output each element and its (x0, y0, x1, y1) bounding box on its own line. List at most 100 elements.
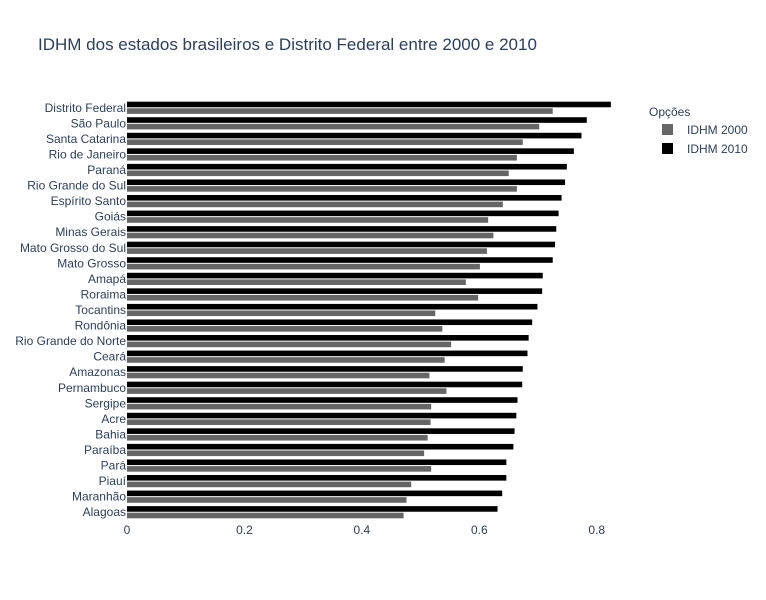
bar-2000-piaui[interactable] (127, 481, 412, 488)
legend-swatch (662, 124, 673, 135)
bar-2010-rondonia[interactable] (127, 319, 533, 326)
bar-2010-ceara[interactable] (127, 350, 528, 357)
bar-2010-minas-gerais[interactable] (127, 226, 557, 232)
bar-2010-roraima[interactable] (127, 288, 543, 294)
category-label: Roraima (81, 287, 127, 301)
bar-2000-maranhao[interactable] (127, 497, 407, 503)
bar-2000-sergipe[interactable] (127, 403, 432, 410)
bar-2010-amapa[interactable] (127, 272, 543, 279)
category-label: Espírito Santo (51, 194, 127, 208)
bar-2010-bahia[interactable] (127, 428, 515, 434)
bar-2010-paraiba[interactable] (127, 443, 514, 450)
bar-2010-alagoas[interactable] (127, 506, 498, 512)
category-label: Mato Grosso do Sul (20, 241, 126, 255)
bar-2000-amapa[interactable] (127, 279, 466, 285)
bar-2000-goias[interactable] (127, 217, 489, 223)
bar-2010-goias[interactable] (127, 210, 559, 217)
x-tick-label: 0.6 (471, 523, 488, 537)
bar-2000-tocantins[interactable] (127, 310, 436, 317)
category-label: Tocantins (75, 303, 126, 317)
category-label: Amapá (88, 272, 126, 286)
bar-2000-distrito-federal[interactable] (127, 108, 553, 114)
bar-2010-rio-de-janeiro[interactable] (127, 148, 574, 154)
bar-2000-rondonia[interactable] (127, 326, 443, 332)
bar-2010-santa-catarina[interactable] (127, 132, 582, 139)
category-label: Goiás (95, 210, 126, 224)
category-label: Piauí (99, 474, 127, 488)
bar-2000-roraima[interactable] (127, 294, 479, 301)
bar-2010-piaui[interactable] (127, 475, 507, 481)
bar-2000-parana[interactable] (127, 170, 509, 177)
legend-swatch (662, 143, 673, 154)
x-tick-label: 0.4 (354, 523, 371, 537)
bar-2010-acre[interactable] (127, 412, 517, 419)
category-label: Rio de Janeiro (49, 147, 127, 161)
bar-2000-rio-grande-do-norte[interactable] (127, 341, 452, 348)
category-label: Maranhão (72, 490, 126, 504)
legend-label: IDHM 2000 (687, 123, 748, 137)
category-label: Rondônia (75, 319, 127, 333)
legend-item-idhm-2000[interactable]: IDHM 2000 (662, 123, 748, 137)
category-label: Acre (101, 412, 126, 426)
bar-2000-mato-grosso[interactable] (127, 263, 480, 270)
x-tick-label: 0.8 (588, 523, 605, 537)
bars-layer (127, 101, 611, 519)
category-label: Alagoas (83, 505, 126, 519)
bar-2000-paraiba[interactable] (127, 450, 425, 457)
category-label: Paraíba (84, 443, 126, 457)
bar-2010-maranhao[interactable] (127, 490, 503, 497)
category-label: Rio Grande do Sul (27, 179, 126, 193)
bar-2000-amazonas[interactable] (127, 372, 430, 379)
legend-title: Opções (649, 105, 690, 119)
bar-2010-sergipe[interactable] (127, 397, 518, 403)
category-label: Pernambuco (58, 381, 126, 395)
bar-2010-amazonas[interactable] (127, 366, 523, 372)
bar-2010-espirito-santo[interactable] (127, 195, 562, 201)
legend-label: IDHM 2010 (687, 142, 748, 156)
bar-2010-mato-grosso-do-sul[interactable] (127, 241, 556, 248)
bar-2000-minas-gerais[interactable] (127, 232, 494, 239)
legend-items[interactable]: IDHM 2000 IDHM 2010 (662, 123, 748, 156)
bar-2010-mato-grosso[interactable] (127, 257, 553, 263)
category-label: Distrito Federal (45, 101, 126, 115)
category-label: Rio Grande do Norte (15, 334, 126, 348)
bar-2000-sao-paulo[interactable] (127, 123, 540, 130)
category-label: Minas Gerais (55, 225, 126, 239)
x-axis-ticks: 0 0.2 0.4 0.6 0.8 (124, 523, 606, 537)
bar-2000-para[interactable] (127, 466, 432, 472)
bar-2010-distrito-federal[interactable] (127, 101, 611, 108)
bar-2000-acre[interactable] (127, 419, 431, 425)
bar-2010-tocantins[interactable] (127, 303, 538, 310)
category-label: Mato Grosso (57, 256, 126, 270)
chart-title: IDHM dos estados brasileiros e Distrito … (38, 35, 537, 54)
bar-2000-santa-catarina[interactable] (127, 139, 523, 145)
bar-2000-mato-grosso-do-sul[interactable] (127, 248, 487, 254)
bar-2000-ceara[interactable] (127, 357, 445, 363)
bar-2000-rio-grande-do-sul[interactable] (127, 186, 517, 192)
category-label: Bahia (95, 427, 126, 441)
bar-2000-alagoas[interactable] (127, 512, 404, 519)
bar-2010-sao-paulo[interactable] (127, 117, 587, 123)
category-label: São Paulo (71, 116, 127, 130)
bar-2000-rio-de-janeiro[interactable] (127, 154, 517, 161)
bar-2000-bahia[interactable] (127, 434, 428, 441)
bar-2000-pernambuco[interactable] (127, 388, 447, 394)
category-label: Ceará (93, 350, 126, 364)
bar-2010-pernambuco[interactable] (127, 381, 523, 388)
legend-item-idhm-2010[interactable]: IDHM 2010 (662, 142, 748, 156)
category-label: Santa Catarina (46, 132, 126, 146)
legend[interactable]: Opções IDHM 2000 IDHM 2010 (649, 105, 748, 156)
category-label: Pará (101, 459, 127, 473)
x-tick-label: 0 (124, 523, 131, 537)
x-tick-label: 0.2 (236, 523, 253, 537)
bar-2000-espirito-santo[interactable] (127, 201, 503, 208)
category-label: Amazonas (69, 365, 126, 379)
bar-2010-para[interactable] (127, 459, 507, 466)
category-label: Paraná (87, 163, 126, 177)
bar-2010-rio-grande-do-sul[interactable] (127, 179, 566, 186)
bar-2010-parana[interactable] (127, 163, 567, 170)
bar-2010-rio-grande-do-norte[interactable] (127, 335, 529, 341)
